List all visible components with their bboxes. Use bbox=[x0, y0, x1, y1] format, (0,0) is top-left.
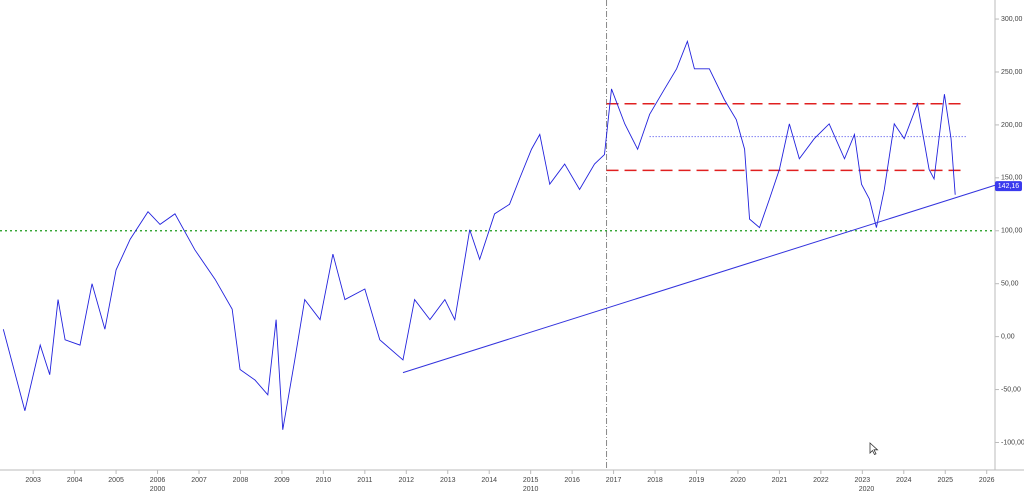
price-label: 142,16 bbox=[998, 183, 1020, 190]
x-tick-label: 2004 bbox=[67, 477, 83, 484]
x-tick-label: 2018 bbox=[647, 477, 663, 484]
trendline bbox=[402, 184, 996, 374]
x-tick-label: 2026 bbox=[979, 477, 995, 484]
x-tick-label: 2021 bbox=[772, 477, 788, 484]
y-tick-label: 300,00 bbox=[1001, 16, 1023, 23]
x-tick-label: 2019 bbox=[689, 477, 705, 484]
x-tick-label: 2022 bbox=[813, 477, 829, 484]
y-tick-label: 250,00 bbox=[1001, 69, 1023, 76]
x-tick-label: 2010 bbox=[316, 477, 332, 484]
y-tick-label: 150,00 bbox=[1001, 175, 1023, 182]
x-tick-label: 2020 bbox=[730, 477, 746, 484]
x-tick-label: 2006 bbox=[150, 477, 166, 484]
x-tick-label: 2008 bbox=[233, 477, 249, 484]
x-tick-label: 2025 bbox=[937, 477, 953, 484]
x-tick-label: 2016 bbox=[564, 477, 580, 484]
cursor bbox=[869, 442, 879, 456]
y-tick-label: -100,00 bbox=[1001, 439, 1024, 446]
decade-label: 2000 bbox=[150, 486, 166, 493]
x-tick-label: 2013 bbox=[440, 477, 456, 484]
y-tick-label: 0,00 bbox=[1001, 333, 1015, 340]
price-line bbox=[2, 39, 956, 430]
y-tick-label: -50,00 bbox=[1001, 386, 1021, 393]
decade-label: 2010 bbox=[523, 486, 539, 493]
x-tick-label: 2007 bbox=[191, 477, 207, 484]
y-tick-label: 200,00 bbox=[1001, 122, 1023, 129]
x-tick-label: 2017 bbox=[606, 477, 622, 484]
x-tick-label: 2012 bbox=[399, 477, 415, 484]
y-tick-label: 100,00 bbox=[1001, 228, 1023, 235]
decade-label: 2020 bbox=[859, 486, 875, 493]
x-tick-label: 2003 bbox=[25, 477, 41, 484]
x-tick-label: 2011 bbox=[357, 477, 372, 484]
x-tick-label: 2023 bbox=[855, 477, 871, 484]
x-tick-label: 2015 bbox=[523, 477, 539, 484]
x-tick-label: 2024 bbox=[896, 477, 912, 484]
price-label-box bbox=[995, 181, 1022, 192]
x-tick-label: 2014 bbox=[481, 477, 497, 484]
y-tick-label: 50,00 bbox=[1001, 281, 1019, 288]
x-tick-label: 2005 bbox=[108, 477, 124, 484]
x-tick-label: 2009 bbox=[274, 477, 290, 484]
